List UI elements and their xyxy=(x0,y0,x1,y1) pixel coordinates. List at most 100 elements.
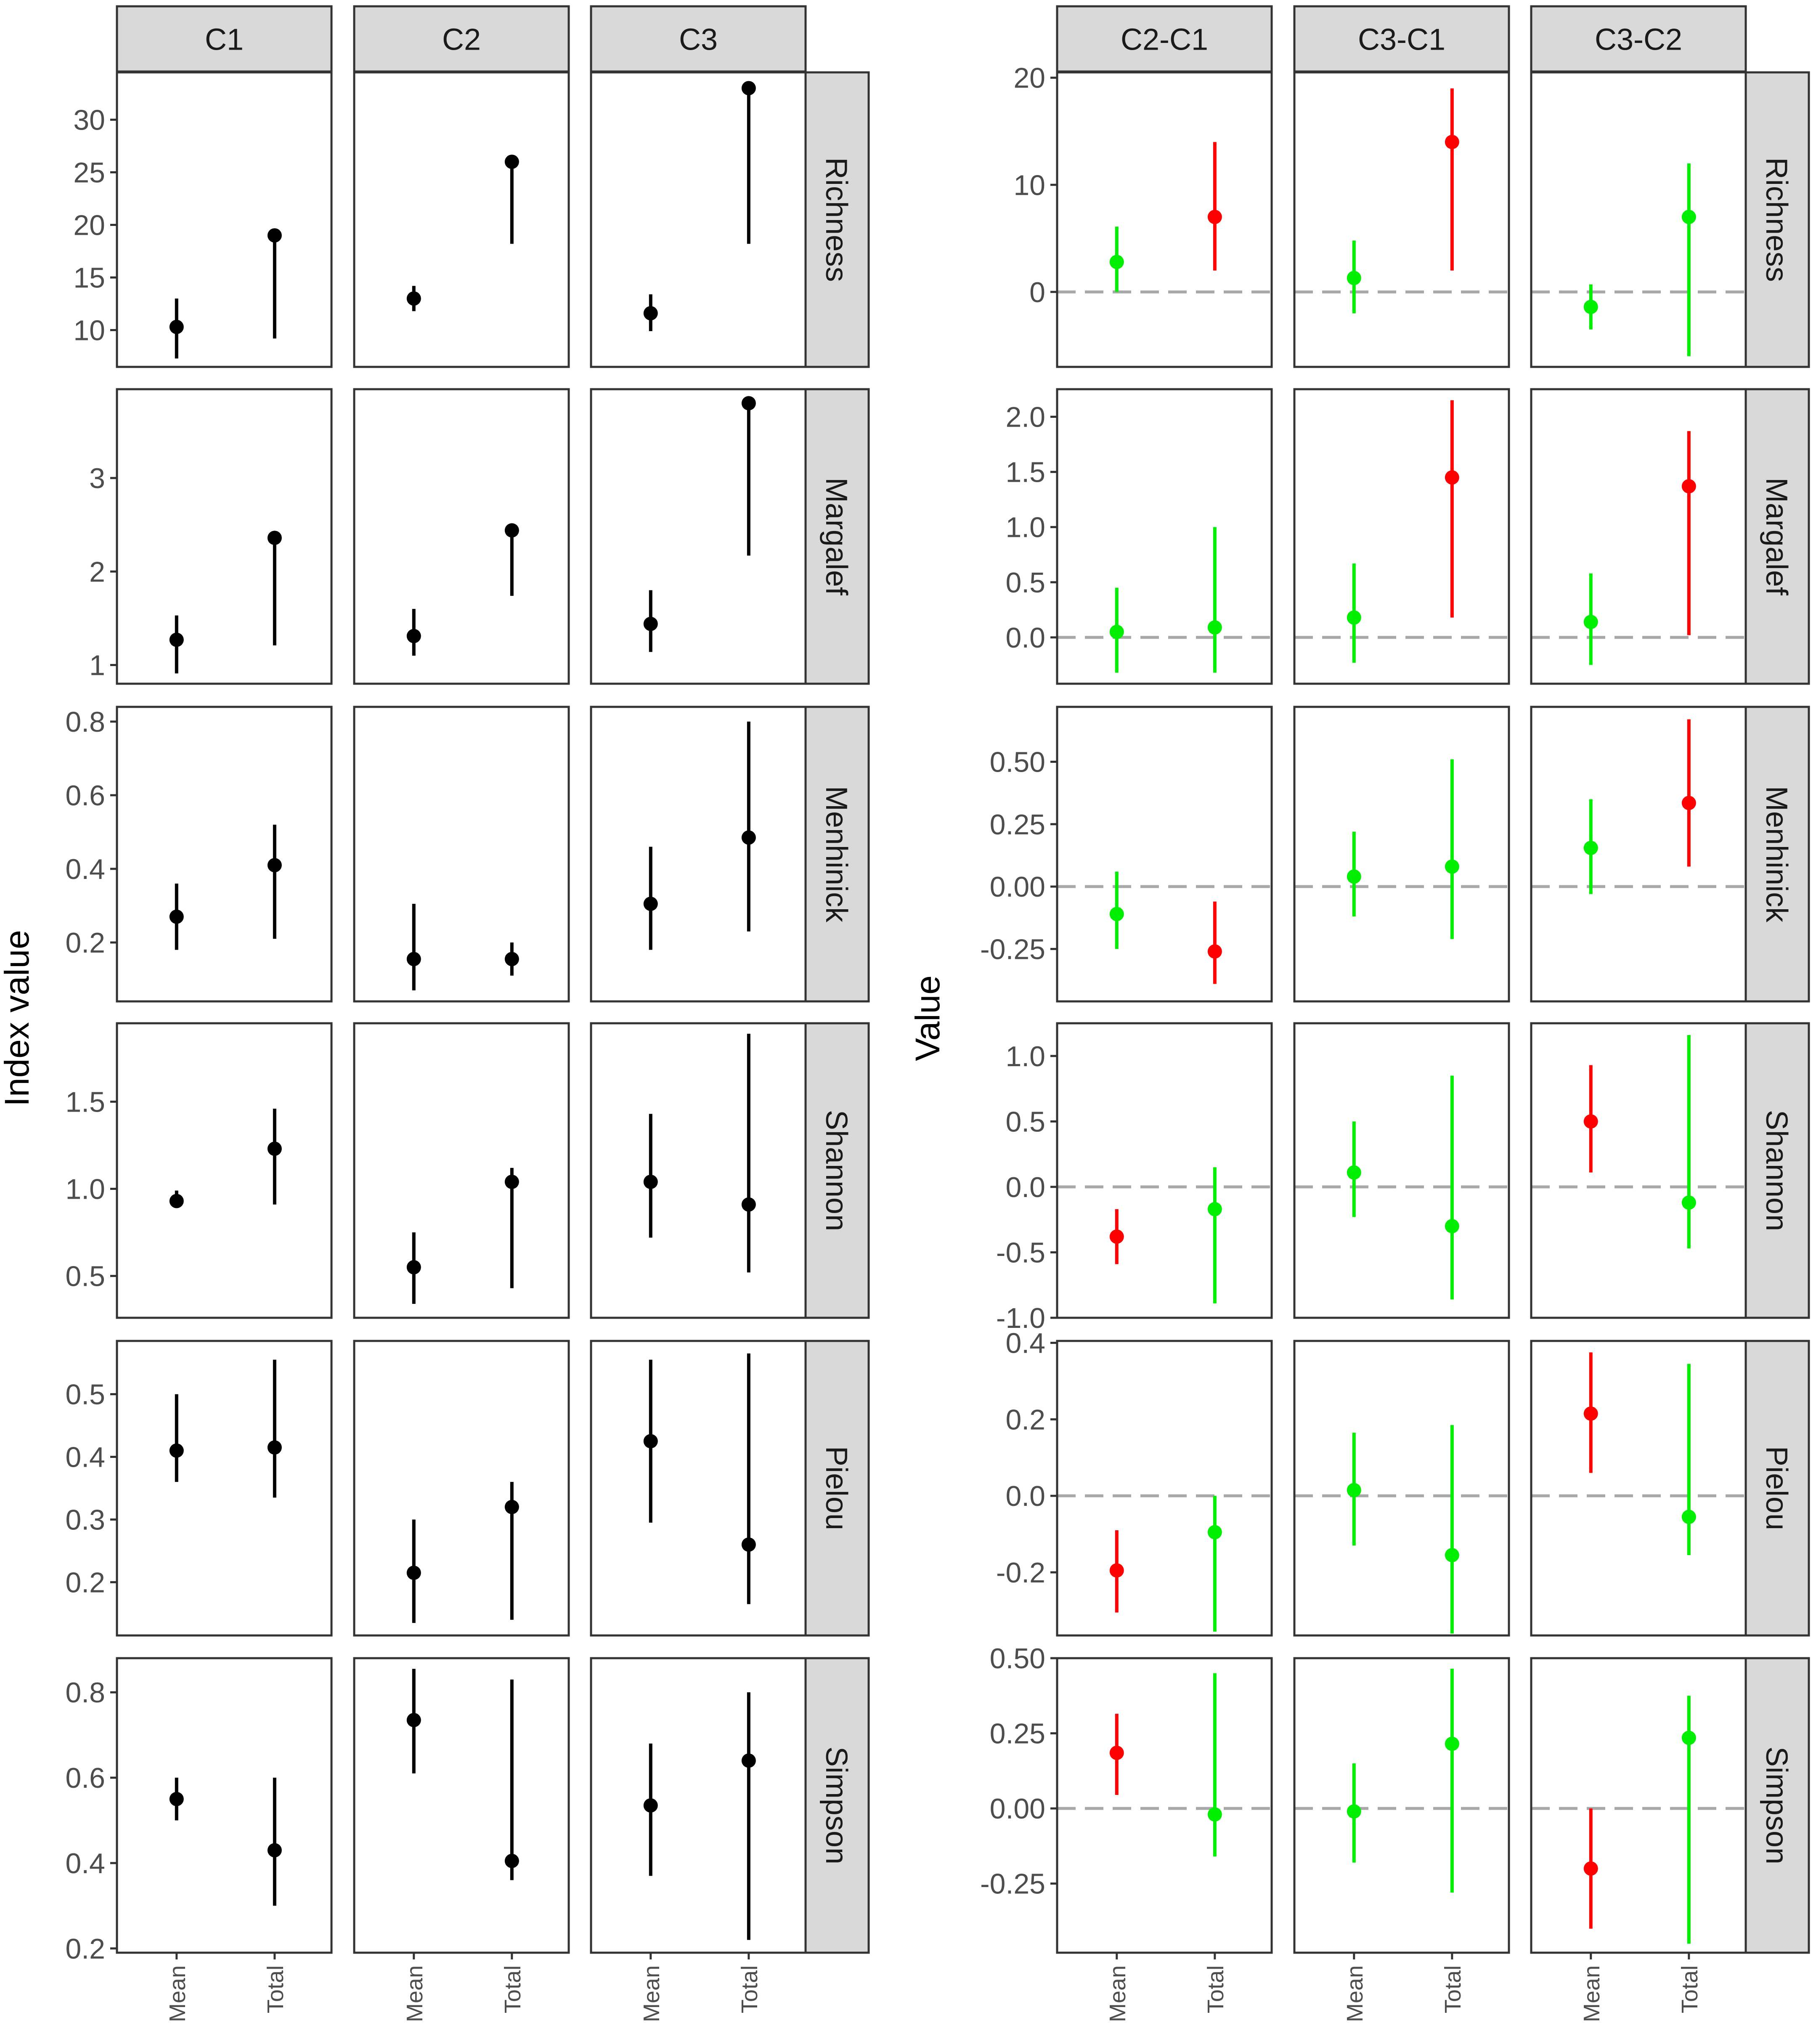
pointrange-total xyxy=(504,154,519,244)
estimate-point xyxy=(1347,1804,1361,1819)
left-panel-pielou-c1 xyxy=(116,1340,333,1637)
pointrange-total xyxy=(1445,1425,1459,1634)
estimate-point xyxy=(504,1500,519,1514)
panel-background xyxy=(1057,72,1272,367)
strip-background xyxy=(804,71,870,368)
left-panel-shannon-c2 xyxy=(353,1022,570,1319)
right-panel-richness-c2-c1 xyxy=(1056,71,1273,368)
panel-background xyxy=(354,72,569,367)
y-tick-label: 0.5 xyxy=(65,1261,105,1293)
estimate-point xyxy=(406,291,421,306)
estimate-point xyxy=(1583,1861,1598,1876)
estimate-point xyxy=(741,81,756,96)
panel-background xyxy=(1057,1023,1272,1318)
panel-border xyxy=(590,1340,807,1637)
pointrange-mean xyxy=(643,847,658,950)
y-tick-label: 30 xyxy=(73,104,105,136)
estimate-point xyxy=(169,632,184,647)
left-row-strip-shannon: Shannon xyxy=(804,1022,870,1319)
estimate-point xyxy=(1207,210,1222,224)
estimate-point xyxy=(1681,479,1696,494)
left-panel-margalef-c1 xyxy=(116,388,333,685)
right-panel-pielou-c2-c1 xyxy=(1056,1340,1273,1637)
panel-background xyxy=(1294,1341,1509,1635)
x-tick-label: Total xyxy=(1203,1965,1228,2013)
panel-background xyxy=(1057,1341,1272,1635)
right-row-strip-margalef: Margalef xyxy=(1744,388,1810,685)
y-tick-label: 0.5 xyxy=(65,1379,105,1411)
strip-background xyxy=(804,706,870,1003)
pointrange-total xyxy=(741,1353,756,1604)
pointrange-total xyxy=(741,1692,756,1940)
right-y-axis-margalef: 0.0 0.5 1.0 1.5 2.0 xyxy=(1005,401,1057,654)
estimate-point xyxy=(267,228,282,243)
pointrange-mean xyxy=(1583,1065,1598,1173)
y-tick-label: 0.00 xyxy=(990,1793,1045,1825)
right-panel-simpson-c2-c1 xyxy=(1056,1657,1273,1954)
pointrange-mean xyxy=(406,1519,421,1623)
panel-background xyxy=(354,389,569,684)
left-row-strip-pielou: Pielou xyxy=(804,1340,870,1637)
strip-label: C3-C1 xyxy=(1358,23,1445,57)
pointrange-total xyxy=(1445,400,1459,618)
strip-label: C2 xyxy=(442,23,481,57)
strip-background xyxy=(1744,388,1810,685)
strip-label: Pielou xyxy=(1760,1446,1793,1530)
pointrange-total xyxy=(1207,901,1222,984)
estimate-point xyxy=(504,1853,519,1868)
pointrange-mean xyxy=(406,1669,421,1773)
estimate-point xyxy=(1109,1229,1124,1244)
estimate-point xyxy=(1445,135,1459,149)
estimate-point xyxy=(1207,1525,1222,1540)
pointrange-mean xyxy=(1109,871,1124,949)
estimate-point xyxy=(1445,1548,1459,1563)
estimate-point xyxy=(504,523,519,538)
panel-border xyxy=(353,1340,570,1637)
pointrange-mean xyxy=(643,1114,658,1238)
strip-background xyxy=(1744,1022,1810,1319)
panel-border xyxy=(1293,388,1510,685)
panel-background xyxy=(1294,389,1509,684)
panel-border xyxy=(116,1022,333,1319)
panel-border xyxy=(353,388,570,685)
panel-border xyxy=(1293,706,1510,1003)
estimate-point xyxy=(267,1141,282,1156)
right-plot-differences: C2-C1 C3-C1 C3-C2 Richness Margalef Menhinick… xyxy=(980,5,1810,2022)
pointrange-mean xyxy=(1109,1209,1124,1264)
pointrange-total xyxy=(504,1679,519,1880)
estimate-point xyxy=(169,1443,184,1458)
right-panel-margalef-c2-c1 xyxy=(1056,388,1273,685)
right-row-strip-richness: Richness xyxy=(1744,71,1810,368)
left-column-strip-c3: C3 xyxy=(590,5,807,73)
panel-background xyxy=(1294,1658,1509,1953)
y-tick-label: -0.2 xyxy=(996,1557,1045,1589)
right-panel-margalef-c3-c1 xyxy=(1293,388,1510,685)
panel-background xyxy=(117,389,331,684)
panel-border xyxy=(116,706,333,1003)
estimate-point xyxy=(643,616,658,631)
panel-border xyxy=(353,1657,570,1954)
pointrange-total xyxy=(267,228,282,339)
y-tick-label: 0.8 xyxy=(65,1677,105,1709)
pointrange-total xyxy=(267,1108,282,1205)
right-column-strip-c2-c1: C2-C1 xyxy=(1056,5,1273,73)
panel-background xyxy=(1294,1023,1509,1318)
right-panel-pielou-c3-c1 xyxy=(1293,1340,1510,1637)
pointrange-mean xyxy=(169,1190,184,1208)
pointrange-mean xyxy=(406,1232,421,1304)
pointrange-mean xyxy=(1347,1763,1361,1863)
strip-background xyxy=(1293,5,1510,73)
estimate-point xyxy=(1109,624,1124,639)
pointrange-mean xyxy=(643,294,658,331)
x-tick-label: Mean xyxy=(402,1965,427,2022)
y-tick-label: 0.00 xyxy=(990,871,1045,903)
right-row-strip-simpson: Simpson xyxy=(1744,1657,1810,1954)
left-panel-simpson-c3 xyxy=(590,1657,807,1954)
y-tick-label: 0.5 xyxy=(1005,1106,1045,1138)
panel-border xyxy=(590,1657,807,1954)
estimate-point xyxy=(406,1566,421,1580)
panel-background xyxy=(1531,707,1746,1001)
estimate-point xyxy=(643,1434,658,1449)
y-tick-label: 0.2 xyxy=(1005,1404,1045,1436)
pointrange-total xyxy=(267,531,282,645)
